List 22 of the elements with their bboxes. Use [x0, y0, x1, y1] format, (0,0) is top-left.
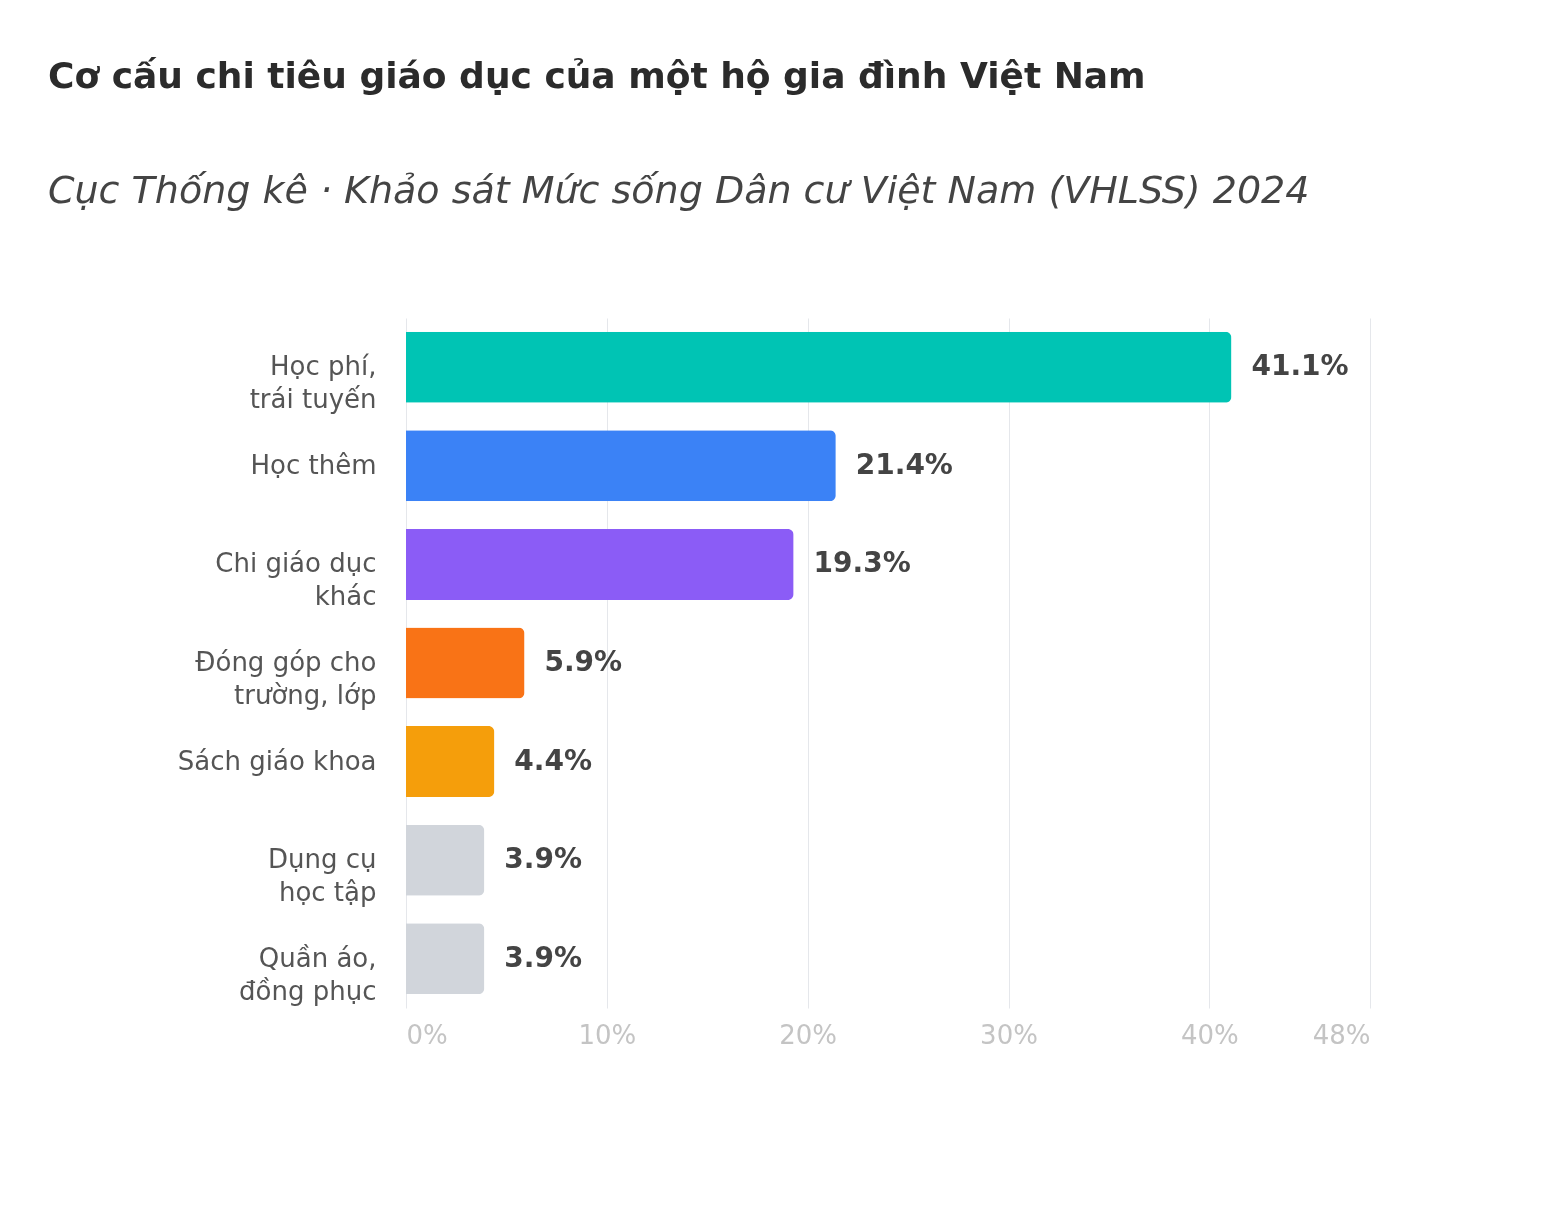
x-tick-label: 48% [1312, 1019, 1371, 1050]
data-label: 4.4% [514, 743, 593, 777]
data-label: 41.1% [1251, 349, 1349, 383]
data-label: 5.9% [544, 645, 623, 678]
x-tick-label: 20% [779, 1019, 838, 1050]
data-label: 21.4% [855, 447, 953, 481]
y-tick-label: Học thêm [250, 449, 377, 480]
y-tick-label: Đóng góp cho trường, lớp [195, 647, 377, 710]
x-tick-label: 40% [1180, 1019, 1239, 1050]
chart-title: Cơ cấu chi tiêu giáo dục của một hộ gia đình Việt Nam [48, 55, 1146, 96]
chart-subtitle: Cục Thống kê · Khảo sát Mức sống Dân cư Việt Nam (VHLSS) 2024 [48, 168, 1310, 212]
y-tick-label: Dụng cụ học tập [267, 844, 377, 908]
x-tick-label: 30% [980, 1019, 1038, 1050]
data-label: 3.9% [504, 842, 582, 876]
y-tick-label: Chi giáo dục khác [215, 548, 377, 612]
x-tick-label: 10% [578, 1019, 637, 1050]
y-tick-label: Học phí, trái tuyến [249, 351, 377, 415]
x-tick-label: 0% [406, 1019, 448, 1050]
data-label: 19.3% [813, 546, 911, 580]
data-label: 3.9% [504, 940, 582, 974]
y-tick-label: Quần áo, đồng phục [239, 942, 377, 1006]
y-tick-label: Sách giáo khoa [177, 745, 377, 776]
